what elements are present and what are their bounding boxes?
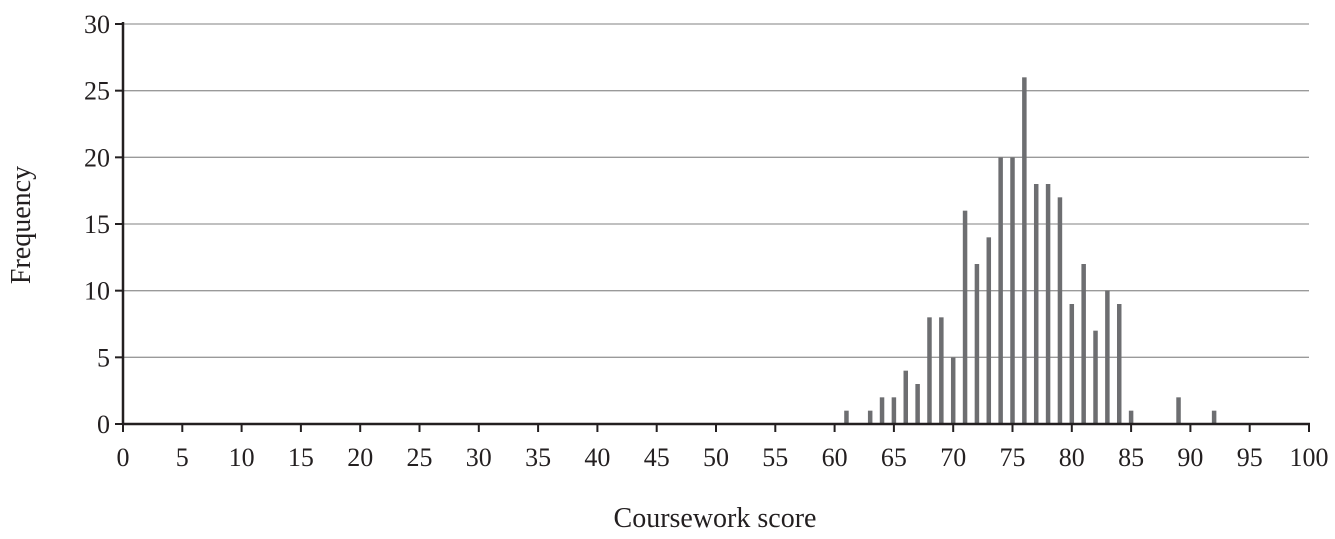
x-tick-label-40: 40 — [584, 443, 610, 472]
bar-64 — [879, 397, 885, 424]
bar-78 — [1045, 184, 1051, 424]
bar-74 — [998, 157, 1003, 425]
bar-70 — [950, 357, 956, 424]
bar-85 — [1128, 410, 1134, 424]
x-tick-label-75: 75 — [1000, 443, 1026, 472]
bar-81 — [1081, 264, 1086, 424]
bar-71 — [962, 210, 968, 424]
x-tick-label-100: 100 — [1290, 443, 1329, 472]
x-axis-title: Coursework score — [614, 503, 817, 534]
x-tick-label-85: 85 — [1118, 443, 1144, 472]
bar-83 — [1105, 290, 1110, 424]
bar-73 — [986, 237, 992, 424]
x-tick-label-95: 95 — [1237, 443, 1263, 472]
y-tick-label-25: 25 — [84, 77, 110, 106]
bar-67 — [915, 384, 920, 424]
x-tick-label-10: 10 — [229, 443, 255, 472]
x-tick-label-30: 30 — [466, 443, 492, 472]
bar-79 — [1057, 197, 1063, 424]
x-tick-label-0: 0 — [117, 443, 130, 472]
bar-84 — [1116, 304, 1122, 424]
bar-63 — [867, 410, 873, 424]
bar-75 — [1010, 157, 1015, 425]
y-tick-label-15: 15 — [84, 210, 110, 239]
y-tick-label-10: 10 — [84, 277, 110, 306]
x-tick-labels: 0 5 10 15 20 25 30 35 40 45 50 55 60 65 70 75 80 85 90 95 10… — [117, 443, 1329, 472]
bar-72 — [974, 264, 980, 424]
y-tick-label-0: 0 — [97, 410, 110, 439]
x-tick-label-15: 15 — [288, 443, 314, 472]
y-axis-title: Frequency — [6, 166, 37, 284]
x-tick-label-25: 25 — [407, 443, 433, 472]
x-tick-label-5: 5 — [176, 443, 189, 472]
x-tick-label-90: 90 — [1177, 443, 1203, 472]
x-tick-label-60: 60 — [822, 443, 848, 472]
y-tick-label-30: 30 — [84, 10, 110, 39]
x-tick-label-80: 80 — [1059, 443, 1085, 472]
x-tick-label-50: 50 — [703, 443, 729, 472]
y-tick-label-5: 5 — [97, 343, 110, 372]
bar-66 — [903, 370, 909, 424]
bars — [844, 77, 1217, 425]
x-tick-label-70: 70 — [940, 443, 966, 472]
x-tick-label-35: 35 — [525, 443, 551, 472]
x-tick-label-65: 65 — [881, 443, 907, 472]
axes — [115, 22, 1310, 432]
y-tick-labels: 0 5 10 15 20 25 30 — [84, 10, 110, 439]
x-tick-label-20: 20 — [347, 443, 373, 472]
grid-lines — [123, 23, 1309, 358]
y-tick-label-20: 20 — [84, 143, 110, 172]
x-tick-label-55: 55 — [762, 443, 788, 472]
bar-89 — [1176, 397, 1181, 424]
bar-69 — [939, 317, 944, 424]
bar-65 — [891, 397, 897, 424]
bar-77 — [1033, 184, 1039, 424]
bar-80 — [1069, 304, 1075, 424]
bar-76 — [1022, 77, 1027, 424]
bar-61 — [844, 410, 849, 424]
bar-82 — [1093, 330, 1098, 424]
bar-92 — [1211, 410, 1217, 424]
x-tick-label-45: 45 — [644, 443, 670, 472]
bar-68 — [927, 317, 932, 424]
